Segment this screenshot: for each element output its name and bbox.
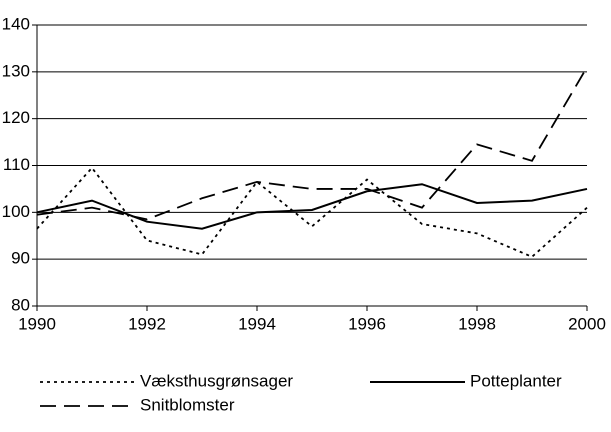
legend-label: Væksthusgrønsager [140,371,293,390]
legend-label: Potteplanter [470,371,562,390]
y-tick-label: 140 [2,14,30,33]
y-tick-label: 100 [2,202,30,221]
x-tick-label: 1992 [128,314,166,333]
series-line [36,183,588,230]
x-tick-label: 1990 [18,314,56,333]
x-tick-label: 1994 [238,314,276,333]
series-line [36,66,588,221]
x-tick-label: 1996 [348,314,386,333]
y-tick-label: 120 [2,108,30,127]
y-tick-label: 90 [11,249,30,268]
series-line [36,166,588,258]
x-tick-label: 2000 [568,314,606,333]
y-tick-label: 110 [3,155,30,174]
y-tick-label: 130 [2,61,30,80]
legend-label: Snitblomster [140,395,235,414]
x-tick-label: 1998 [458,314,496,333]
y-tick-label: 80 [11,295,30,314]
